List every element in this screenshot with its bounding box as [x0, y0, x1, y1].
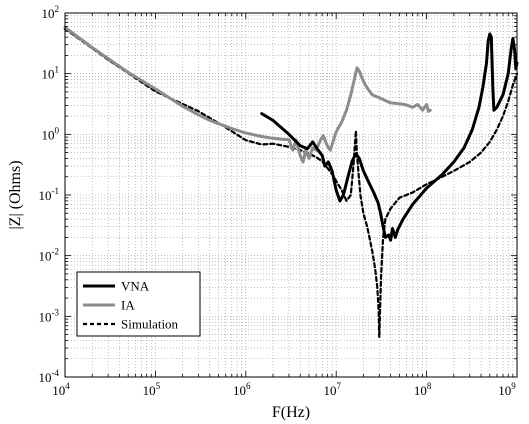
x-tick-label: 106: [233, 381, 251, 398]
y-axis-label: |Z| (Ohms): [7, 160, 24, 229]
x-tick-label: 104: [52, 381, 70, 398]
y-tick-exponent: -1: [52, 186, 60, 196]
x-tick-base: 10: [498, 383, 511, 398]
y-tick-base: 10: [39, 249, 52, 264]
series-lines: [63, 25, 519, 339]
x-tick-exponent: 5: [156, 381, 161, 391]
y-tick-exponent: -2: [52, 247, 60, 257]
y-tick-exponent: 0: [55, 125, 60, 135]
x-tick-labels: 104 105 106 107 108 109: [52, 381, 516, 398]
y-tick-base: 10: [39, 370, 52, 385]
y-tick-base: 10: [39, 188, 52, 203]
x-tick-label: 105: [143, 381, 161, 398]
legend-label: Simulation: [121, 317, 179, 332]
x-tick-exponent: 7: [336, 381, 341, 391]
x-tick-exponent: 6: [246, 381, 251, 391]
axis-ticks: [64, 12, 518, 378]
x-tick-label: 107: [323, 381, 341, 398]
y-tick-label: 100: [42, 125, 60, 142]
y-tick-exponent: -3: [52, 307, 60, 317]
y-tick-base: 10: [42, 67, 55, 82]
y-tick-label: 102: [42, 4, 60, 21]
y-tick-base: 10: [42, 6, 55, 21]
x-tick-label: 109: [498, 381, 516, 398]
series-line-simulation: [63, 27, 519, 339]
x-tick-base: 10: [52, 383, 65, 398]
series-line-ia: [63, 25, 432, 164]
x-axis-label: F(Hz): [272, 404, 310, 421]
x-tick-base: 10: [323, 383, 336, 398]
x-tick-exponent: 8: [427, 381, 432, 391]
y-tick-exponent: -4: [52, 368, 60, 378]
x-tick-base: 10: [414, 383, 427, 398]
y-tick-label: 10-2: [39, 247, 60, 264]
y-tick-exponent: 1: [55, 65, 60, 75]
legend: VNA IA Simulation: [76, 271, 201, 337]
y-tick-label: 10-4: [39, 368, 60, 385]
y-tick-label: 101: [42, 65, 60, 82]
series-line-vna: [260, 32, 519, 242]
y-tick-exponent: 2: [55, 4, 60, 14]
y-tick-label: 10-1: [39, 186, 60, 203]
y-tick-label: 10-3: [39, 307, 60, 324]
y-tick-base: 10: [39, 309, 52, 324]
x-tick-exponent: 9: [511, 381, 516, 391]
legend-label: VNA: [121, 279, 150, 294]
x-tick-label: 108: [414, 381, 432, 398]
y-tick-base: 10: [42, 127, 55, 142]
x-tick-base: 10: [143, 383, 156, 398]
x-tick-exponent: 4: [65, 381, 70, 391]
x-tick-base: 10: [233, 383, 246, 398]
legend-label: IA: [121, 298, 135, 313]
